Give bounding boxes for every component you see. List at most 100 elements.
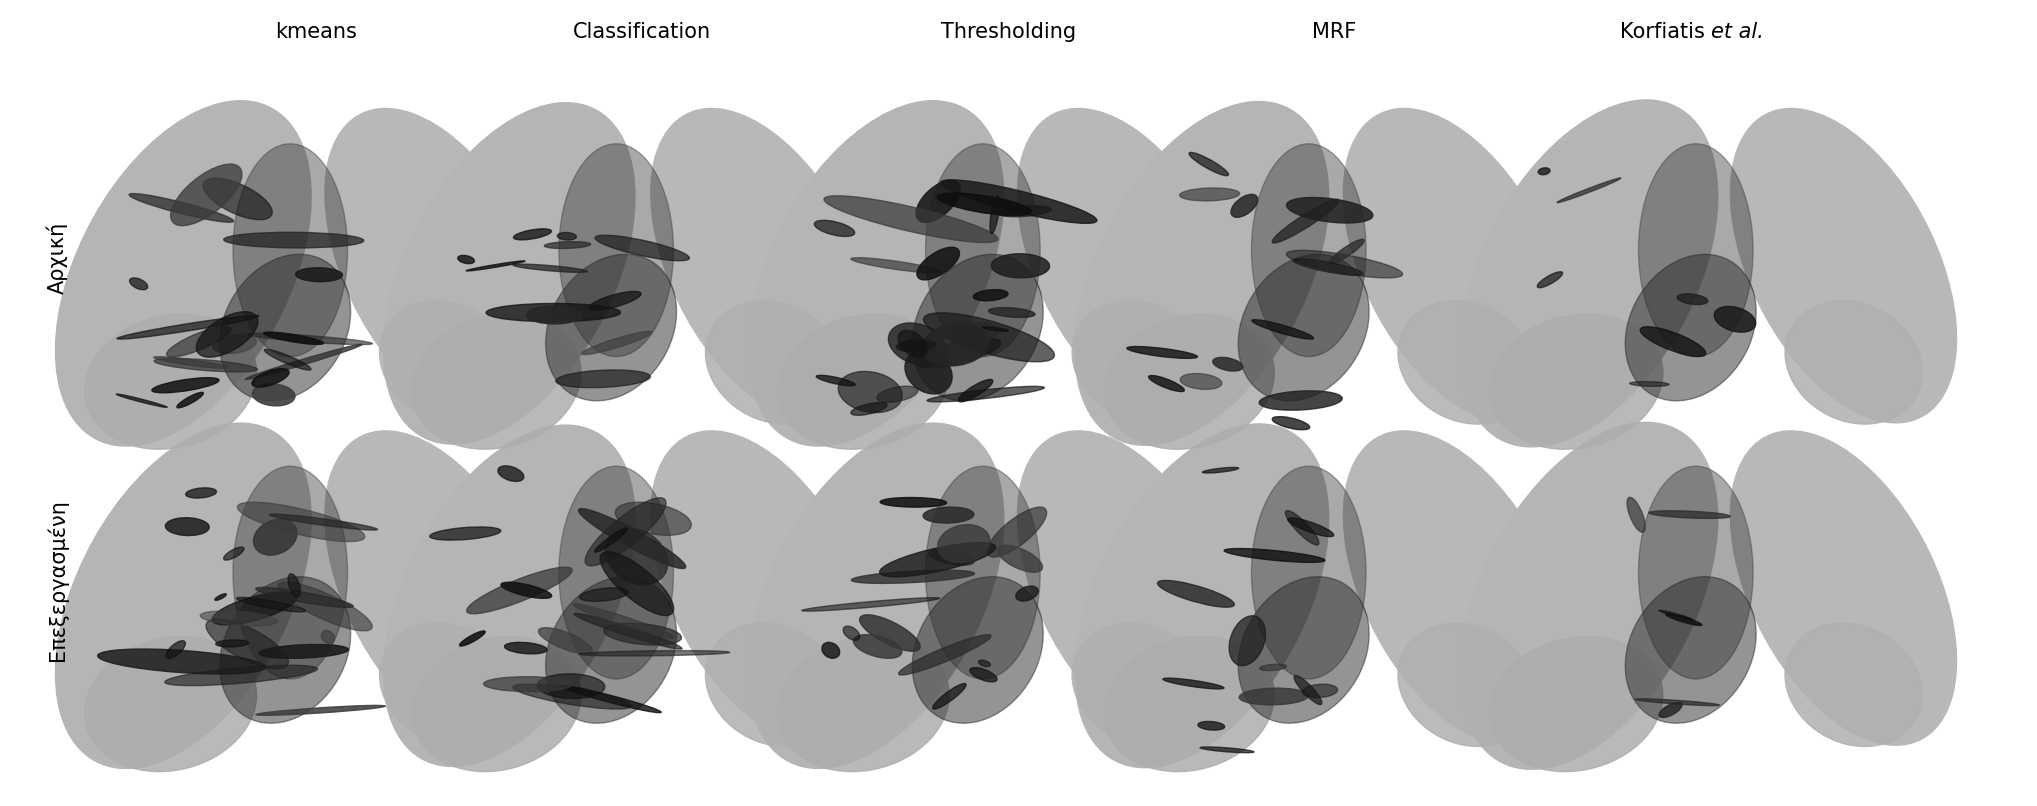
Ellipse shape (483, 677, 572, 692)
Ellipse shape (232, 466, 348, 679)
Ellipse shape (1729, 109, 1958, 423)
Ellipse shape (851, 570, 974, 584)
Ellipse shape (923, 313, 1055, 362)
Ellipse shape (748, 423, 1004, 768)
Ellipse shape (153, 356, 226, 368)
Ellipse shape (206, 619, 289, 669)
Ellipse shape (1157, 580, 1234, 607)
Ellipse shape (933, 683, 966, 709)
Ellipse shape (1238, 688, 1308, 705)
Ellipse shape (1287, 197, 1373, 223)
Ellipse shape (1626, 255, 1756, 401)
Ellipse shape (324, 431, 552, 746)
Ellipse shape (558, 232, 576, 240)
Ellipse shape (185, 488, 216, 498)
Ellipse shape (546, 255, 676, 401)
Ellipse shape (1676, 294, 1707, 305)
Ellipse shape (778, 637, 949, 771)
Ellipse shape (411, 637, 581, 771)
Ellipse shape (605, 528, 668, 584)
Ellipse shape (650, 109, 878, 423)
Ellipse shape (1556, 178, 1621, 202)
Ellipse shape (888, 323, 945, 365)
Ellipse shape (263, 332, 324, 344)
Ellipse shape (528, 306, 583, 324)
Ellipse shape (1461, 422, 1717, 769)
Ellipse shape (988, 507, 1047, 557)
Ellipse shape (917, 247, 959, 280)
Ellipse shape (970, 667, 996, 682)
Ellipse shape (116, 394, 167, 407)
Ellipse shape (253, 384, 295, 406)
Ellipse shape (167, 326, 230, 357)
Ellipse shape (244, 344, 363, 380)
Ellipse shape (601, 552, 674, 616)
Text: Korfiatis: Korfiatis (1619, 23, 1711, 42)
Ellipse shape (1640, 326, 1705, 356)
Ellipse shape (383, 102, 636, 444)
Ellipse shape (544, 242, 591, 248)
Ellipse shape (1538, 168, 1550, 175)
Ellipse shape (558, 466, 674, 679)
Ellipse shape (165, 641, 185, 659)
Ellipse shape (583, 331, 652, 355)
Ellipse shape (177, 393, 204, 408)
Ellipse shape (1285, 251, 1403, 278)
Ellipse shape (501, 582, 552, 598)
Ellipse shape (216, 640, 249, 647)
Ellipse shape (880, 542, 996, 577)
Ellipse shape (277, 582, 373, 631)
Ellipse shape (1198, 721, 1224, 730)
Text: kmeans: kmeans (275, 23, 356, 42)
Ellipse shape (937, 193, 1031, 215)
Ellipse shape (379, 623, 517, 746)
Ellipse shape (1238, 255, 1369, 401)
Ellipse shape (1273, 199, 1338, 243)
Ellipse shape (896, 340, 935, 351)
Ellipse shape (1285, 510, 1318, 545)
Ellipse shape (927, 386, 1045, 402)
Ellipse shape (1636, 699, 1719, 706)
Ellipse shape (1342, 431, 1571, 746)
Ellipse shape (929, 549, 974, 565)
Ellipse shape (982, 326, 1008, 331)
Ellipse shape (1729, 431, 1958, 746)
Ellipse shape (513, 229, 552, 240)
Ellipse shape (86, 314, 257, 449)
Ellipse shape (705, 623, 843, 746)
Ellipse shape (1228, 616, 1265, 666)
Ellipse shape (460, 631, 485, 646)
Text: et al.: et al. (1711, 23, 1764, 42)
Ellipse shape (937, 525, 990, 563)
Ellipse shape (1397, 623, 1536, 746)
Ellipse shape (898, 330, 927, 357)
Ellipse shape (650, 431, 878, 746)
Ellipse shape (957, 380, 992, 402)
Ellipse shape (1104, 637, 1275, 771)
Ellipse shape (978, 660, 990, 667)
Ellipse shape (1230, 194, 1257, 218)
Ellipse shape (1302, 684, 1338, 698)
Ellipse shape (1190, 152, 1228, 176)
Ellipse shape (821, 642, 839, 659)
Ellipse shape (324, 109, 552, 423)
Ellipse shape (1630, 381, 1668, 386)
Ellipse shape (558, 143, 674, 356)
Ellipse shape (1259, 664, 1287, 671)
Ellipse shape (1626, 577, 1756, 723)
Ellipse shape (556, 370, 650, 388)
Ellipse shape (458, 256, 475, 264)
Ellipse shape (1071, 623, 1210, 746)
Ellipse shape (560, 685, 662, 713)
Ellipse shape (876, 386, 919, 402)
Ellipse shape (513, 264, 587, 272)
Ellipse shape (1715, 306, 1756, 332)
Ellipse shape (1179, 373, 1222, 389)
Ellipse shape (1149, 376, 1183, 392)
Ellipse shape (1489, 314, 1662, 449)
Ellipse shape (585, 498, 666, 566)
Ellipse shape (579, 650, 729, 656)
Ellipse shape (220, 255, 350, 401)
Ellipse shape (155, 359, 257, 372)
Ellipse shape (116, 315, 259, 339)
